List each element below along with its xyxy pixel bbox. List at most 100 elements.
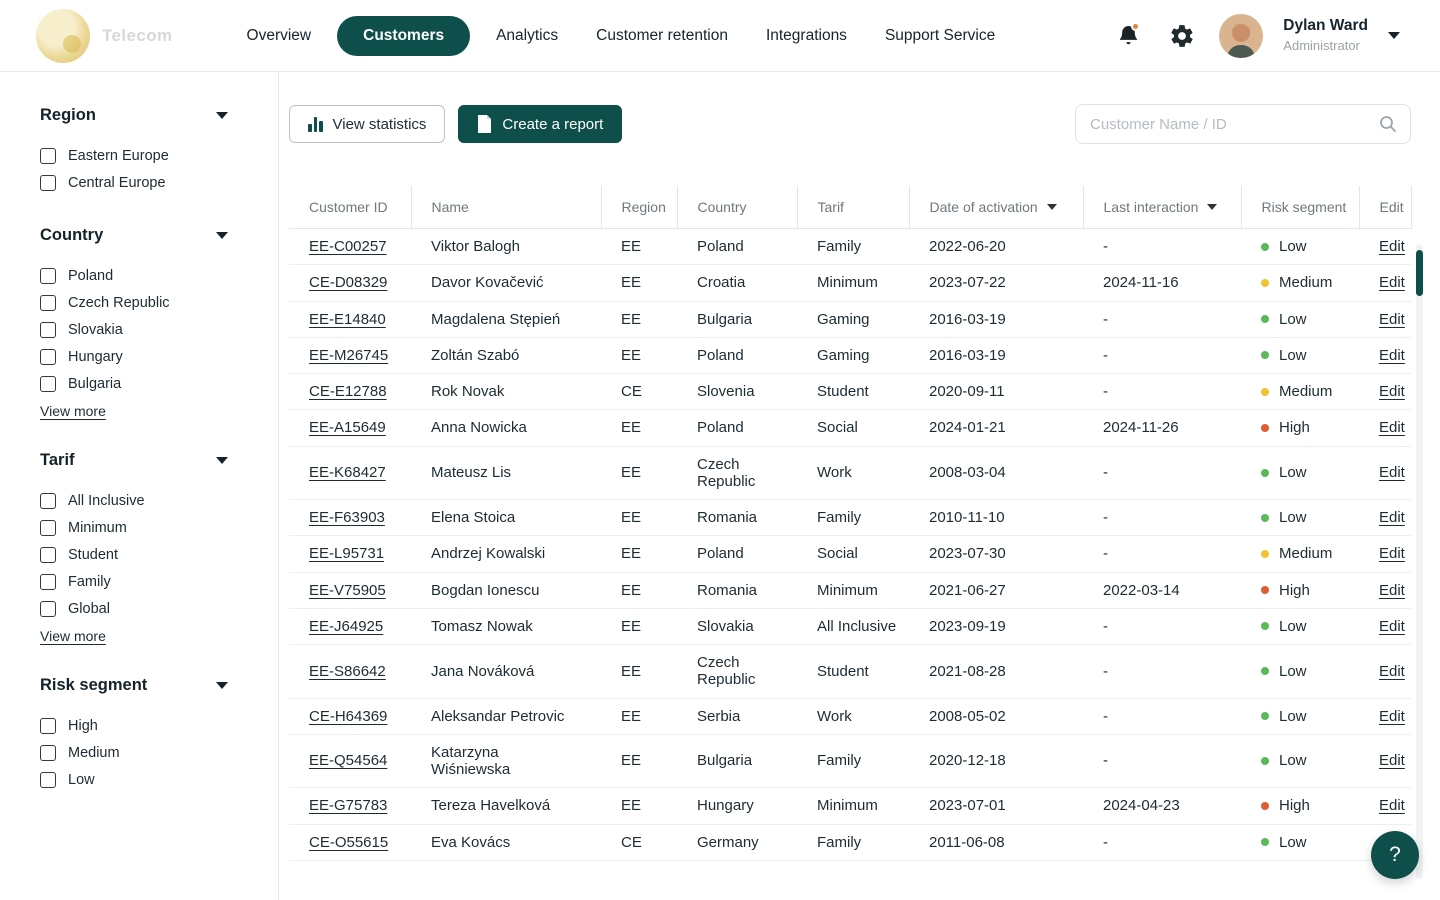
filter-option-low[interactable]: Low bbox=[40, 766, 278, 793]
checkbox[interactable] bbox=[40, 771, 56, 788]
cell-date-of-activation: 2020-12-18 bbox=[909, 734, 1083, 789]
customer-id-link[interactable]: EE-V75905 bbox=[309, 581, 386, 599]
customer-id-link[interactable]: CE-E12788 bbox=[309, 383, 387, 400]
help-button[interactable]: ? bbox=[1371, 831, 1419, 879]
scrollbar-thumb[interactable] bbox=[1416, 250, 1423, 296]
search-input[interactable] bbox=[1090, 115, 1378, 133]
edit-link[interactable]: Edit bbox=[1379, 509, 1405, 526]
customer-id-link[interactable]: EE-M26745 bbox=[309, 346, 389, 364]
cell-customer-id: CE-H64369 bbox=[289, 698, 411, 735]
filter-option-central-europe[interactable]: Central Europe bbox=[40, 169, 278, 196]
checkbox[interactable] bbox=[40, 348, 56, 365]
checkbox[interactable] bbox=[40, 600, 56, 617]
checkbox[interactable] bbox=[40, 294, 56, 311]
nav-item-customer-retention[interactable]: Customer retention bbox=[584, 17, 740, 55]
edit-link[interactable]: Edit bbox=[1379, 238, 1405, 255]
checkbox[interactable] bbox=[40, 573, 56, 590]
nav-item-support-service[interactable]: Support Service bbox=[873, 17, 1007, 55]
view-more-link[interactable]: View more bbox=[40, 403, 106, 419]
edit-link[interactable]: Edit bbox=[1379, 797, 1405, 815]
filter-section-title[interactable]: Country bbox=[40, 226, 278, 245]
edit-link[interactable]: Edit bbox=[1379, 274, 1405, 292]
filter-option-eastern-europe[interactable]: Eastern Europe bbox=[40, 142, 278, 169]
customer-id-link[interactable]: EE-E14840 bbox=[309, 310, 386, 328]
column-header-last-interaction[interactable]: Last interaction bbox=[1082, 186, 1241, 229]
edit-link[interactable]: Edit bbox=[1379, 310, 1405, 328]
notifications-button[interactable] bbox=[1111, 19, 1145, 53]
filter-option-family[interactable]: Family bbox=[40, 568, 278, 595]
edit-link[interactable]: Edit bbox=[1379, 662, 1405, 680]
edit-link[interactable]: Edit bbox=[1379, 581, 1405, 599]
user-menu-chevron-icon[interactable] bbox=[1388, 32, 1400, 39]
filter-option-poland[interactable]: Poland bbox=[40, 262, 278, 289]
customer-id-link[interactable]: EE-J64925 bbox=[309, 617, 384, 635]
filter-section-title[interactable]: Region bbox=[40, 106, 278, 125]
sortable-header[interactable]: Date of activation bbox=[930, 199, 1057, 215]
filter-option-czech-republic[interactable]: Czech Republic bbox=[40, 289, 278, 316]
cell-customer-id: EE-S86642 bbox=[289, 644, 411, 699]
view-statistics-button[interactable]: View statistics bbox=[289, 105, 446, 143]
edit-link[interactable]: Edit bbox=[1379, 545, 1405, 563]
customer-id-link[interactable]: EE-C00257 bbox=[309, 238, 387, 255]
edit-link[interactable]: Edit bbox=[1379, 617, 1405, 635]
edit-link[interactable]: Edit bbox=[1379, 707, 1405, 725]
customer-id-link[interactable]: EE-L95731 bbox=[309, 545, 385, 563]
filter-option-all-inclusive[interactable]: All Inclusive bbox=[40, 487, 278, 514]
user-block: Dylan Ward Administrator bbox=[1283, 17, 1368, 53]
checkbox[interactable] bbox=[40, 321, 56, 338]
filter-option-label: All Inclusive bbox=[68, 492, 145, 509]
checkbox[interactable] bbox=[40, 744, 56, 761]
checkbox[interactable] bbox=[40, 717, 56, 734]
checkbox[interactable] bbox=[40, 492, 56, 509]
filter-option-global[interactable]: Global bbox=[40, 595, 278, 622]
column-header-date-of-activation[interactable]: Date of activation bbox=[908, 186, 1083, 229]
filter-section-title[interactable]: Risk segment bbox=[40, 676, 278, 695]
edit-link[interactable]: Edit bbox=[1379, 419, 1405, 437]
cell-tarif: Student bbox=[797, 644, 909, 699]
customer-id-link[interactable]: CE-O55615 bbox=[309, 833, 389, 851]
checkbox[interactable] bbox=[40, 546, 56, 563]
risk-label: High bbox=[1279, 797, 1310, 815]
edit-link[interactable]: Edit bbox=[1379, 346, 1405, 364]
avatar[interactable] bbox=[1219, 13, 1264, 58]
create-report-button[interactable]: Create a report bbox=[458, 105, 623, 143]
nav-item-customers[interactable]: Customers bbox=[337, 15, 471, 56]
customer-id-link[interactable]: EE-F63903 bbox=[309, 509, 385, 526]
checkbox[interactable] bbox=[40, 174, 56, 191]
checkbox[interactable] bbox=[40, 267, 56, 284]
search-icon[interactable] bbox=[1378, 114, 1398, 134]
nav-item-analytics[interactable]: Analytics bbox=[484, 17, 570, 55]
customer-id-link[interactable]: EE-K68427 bbox=[309, 464, 386, 482]
nav-item-overview[interactable]: Overview bbox=[235, 17, 324, 55]
settings-button[interactable] bbox=[1165, 19, 1199, 53]
cell-region: EE bbox=[601, 644, 677, 699]
cell-risk-segment: Low bbox=[1241, 337, 1359, 375]
customer-id-link[interactable]: EE-A15649 bbox=[309, 419, 386, 437]
edit-link[interactable]: Edit bbox=[1379, 752, 1405, 770]
sortable-header[interactable]: Last interaction bbox=[1104, 199, 1218, 215]
sort-caret-icon[interactable] bbox=[1046, 204, 1057, 210]
sort-caret-icon[interactable] bbox=[1207, 204, 1218, 210]
customer-id-link[interactable]: CE-H64369 bbox=[309, 707, 388, 725]
filter-option-medium[interactable]: Medium bbox=[40, 739, 278, 766]
checkbox[interactable] bbox=[40, 147, 56, 164]
checkbox[interactable] bbox=[40, 375, 56, 392]
customer-id-link[interactable]: EE-G75783 bbox=[309, 797, 388, 815]
filter-option-slovakia[interactable]: Slovakia bbox=[40, 316, 278, 343]
filter-option-bulgaria[interactable]: Bulgaria bbox=[40, 370, 278, 397]
filter-option-high[interactable]: High bbox=[40, 712, 278, 739]
edit-link[interactable]: Edit bbox=[1379, 383, 1405, 400]
view-more-link[interactable]: View more bbox=[40, 628, 106, 644]
filter-option-hungary[interactable]: Hungary bbox=[40, 343, 278, 370]
checkbox[interactable] bbox=[40, 519, 56, 536]
nav-item-integrations[interactable]: Integrations bbox=[754, 17, 859, 55]
customer-id-link[interactable]: CE-D08329 bbox=[309, 274, 388, 292]
table-scrollbar[interactable] bbox=[1416, 244, 1423, 879]
edit-link[interactable]: Edit bbox=[1379, 464, 1405, 482]
customer-id-link[interactable]: EE-Q54564 bbox=[309, 752, 388, 770]
filter-section-title[interactable]: Tarif bbox=[40, 451, 278, 470]
filter-option-minimum[interactable]: Minimum bbox=[40, 514, 278, 541]
filter-option-student[interactable]: Student bbox=[40, 541, 278, 568]
customer-id-link[interactable]: EE-S86642 bbox=[309, 662, 386, 680]
table-header-row: Customer ID Name Region Country Tarif Date of… bbox=[289, 186, 1412, 229]
